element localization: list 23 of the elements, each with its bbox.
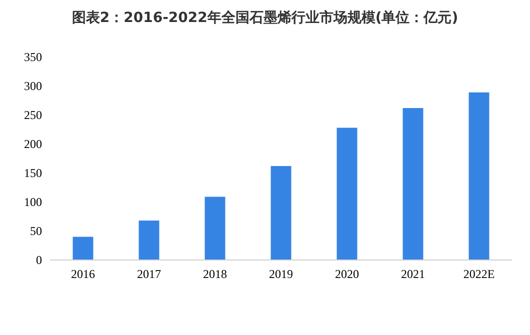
bar xyxy=(72,236,94,260)
bar xyxy=(138,220,160,260)
y-tick-label: 100 xyxy=(24,195,42,209)
x-tick-label: 2017 xyxy=(137,267,161,281)
y-tick-label: 50 xyxy=(30,224,42,238)
chart-title: 图表2：2016-2022年全国石墨烯行业市场规模(单位：亿元) xyxy=(72,9,458,26)
x-tick-label: 2020 xyxy=(335,267,359,281)
y-tick-label: 350 xyxy=(24,50,42,64)
bar xyxy=(270,166,292,260)
y-tick-label: 150 xyxy=(24,166,42,180)
x-tick-label: 2016 xyxy=(71,267,95,281)
y-tick-label: 250 xyxy=(24,108,42,122)
x-tick-label: 2021 xyxy=(401,267,425,281)
x-tick-label: 2022E xyxy=(463,267,495,281)
y-tick-label: 200 xyxy=(24,137,42,151)
x-tick-label: 2019 xyxy=(269,267,293,281)
bar xyxy=(468,92,490,260)
bar xyxy=(204,196,226,260)
x-tick-label: 2018 xyxy=(203,267,227,281)
y-tick-label: 300 xyxy=(24,79,42,93)
y-tick-label: 0 xyxy=(36,253,42,267)
bar xyxy=(336,128,358,260)
bar xyxy=(402,108,424,260)
